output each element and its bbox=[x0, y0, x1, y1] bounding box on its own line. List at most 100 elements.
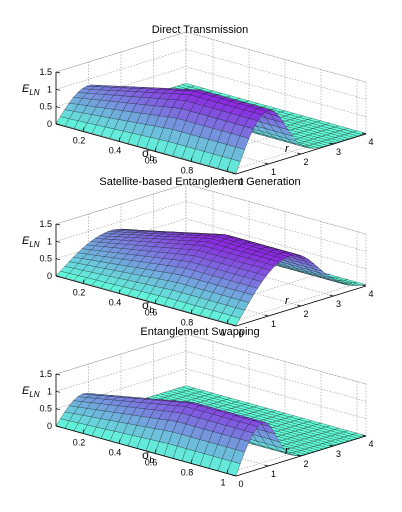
z-gridline bbox=[55, 31, 367, 83]
x-tick bbox=[118, 289, 121, 294]
surface-plot-3: Entanglement Swapping00.511.50.20.40.60.… bbox=[22, 326, 374, 489]
z-gridline bbox=[55, 333, 367, 385]
plot-title: Satellite-based Entanglement Generation bbox=[99, 176, 300, 188]
y-tick bbox=[231, 172, 237, 175]
plot-title: Direct Transmission bbox=[152, 24, 249, 36]
x-tick bbox=[118, 439, 121, 444]
z-gridline bbox=[55, 183, 367, 235]
x-tick-label: 0.2 bbox=[73, 438, 86, 448]
y-axis-label: r bbox=[285, 295, 290, 307]
z-tick-label: 1 bbox=[47, 386, 52, 396]
z-axis-label-sub: LN bbox=[29, 390, 39, 399]
y-tick-label: 0 bbox=[238, 479, 243, 489]
z-tick bbox=[55, 223, 61, 226]
z-tick bbox=[55, 123, 61, 126]
z-tick-label: 0 bbox=[47, 271, 52, 281]
y-tick bbox=[264, 314, 269, 317]
x-axis-line bbox=[55, 275, 237, 327]
y-tick bbox=[231, 474, 237, 477]
y-axis-label: r bbox=[285, 143, 290, 155]
x-tick bbox=[190, 309, 193, 314]
y-tick-label: 1 bbox=[271, 319, 276, 329]
y-tick bbox=[296, 454, 302, 457]
x-axis-label-sub: b bbox=[149, 455, 154, 465]
y-tick bbox=[264, 162, 269, 165]
y-tick bbox=[361, 434, 367, 437]
z-tick-label: 0.5 bbox=[39, 102, 52, 112]
y-tick bbox=[231, 324, 237, 327]
x-tick-label: 0.2 bbox=[73, 288, 86, 298]
z-tick bbox=[55, 88, 61, 91]
x-tick-label: 0.8 bbox=[181, 318, 194, 328]
x-tick bbox=[154, 147, 157, 152]
z-tick bbox=[55, 71, 61, 74]
y-tick-label: 0 bbox=[238, 177, 243, 187]
z-tick bbox=[55, 390, 61, 393]
x-tick bbox=[226, 469, 229, 474]
y-tick-label: 3 bbox=[336, 147, 341, 157]
y-tick-label: 2 bbox=[303, 157, 308, 167]
x-tick-label: 1 bbox=[220, 328, 225, 338]
z-tick-label: 0 bbox=[47, 119, 52, 129]
y-tick-label: 4 bbox=[368, 439, 373, 449]
z-tick-label: 0.5 bbox=[39, 254, 52, 264]
z-tick bbox=[55, 275, 61, 278]
x-tick-label: 1 bbox=[220, 176, 225, 186]
y-tick bbox=[329, 294, 334, 297]
y-axis-label: r bbox=[285, 445, 290, 457]
z-axis-label-sub: LN bbox=[29, 88, 39, 97]
z-tick-label: 1 bbox=[47, 236, 52, 246]
z-tick bbox=[55, 240, 61, 243]
x-tick bbox=[118, 137, 121, 142]
y-tick-label: 2 bbox=[303, 459, 308, 469]
y-tick bbox=[296, 152, 302, 155]
z-axis-label: ELN bbox=[22, 83, 40, 97]
y-tick bbox=[264, 464, 269, 467]
z-axis-label: ELN bbox=[22, 235, 40, 249]
z-tick bbox=[55, 258, 61, 261]
z-axis-label: ELN bbox=[22, 385, 40, 399]
z-tick bbox=[55, 106, 61, 109]
x-tick-label: 0.4 bbox=[109, 448, 122, 458]
x-tick bbox=[154, 449, 157, 454]
x-tick bbox=[226, 319, 229, 324]
z-gridline bbox=[55, 200, 367, 252]
y-tick bbox=[361, 284, 367, 287]
z-tick-label: 0 bbox=[47, 421, 52, 431]
z-tick bbox=[55, 373, 61, 376]
z-gridline bbox=[55, 48, 367, 100]
y-tick-label: 3 bbox=[336, 299, 341, 309]
x-tick-label: 0.6 bbox=[145, 458, 158, 468]
y-tick-label: 1 bbox=[271, 167, 276, 177]
z-tick-label: 1.5 bbox=[39, 369, 52, 379]
y-tick-label: 4 bbox=[368, 137, 373, 147]
surface-plot-2: Satellite-based Entanglement Generation0… bbox=[22, 176, 374, 339]
x-tick-label: 0.6 bbox=[145, 156, 158, 166]
x-axis-line bbox=[55, 425, 237, 477]
x-tick-label: 0.8 bbox=[181, 468, 194, 478]
x-tick bbox=[154, 299, 157, 304]
z-tick-label: 1.5 bbox=[39, 67, 52, 77]
y-tick bbox=[361, 132, 367, 135]
x-tick bbox=[190, 459, 193, 464]
y-tick-label: 2 bbox=[303, 309, 308, 319]
x-tick bbox=[82, 429, 85, 434]
y-tick-label: 4 bbox=[368, 289, 373, 299]
x-tick bbox=[82, 279, 85, 284]
z-tick-label: 1 bbox=[47, 84, 52, 94]
x-axis-line bbox=[55, 123, 237, 175]
y-tick bbox=[296, 304, 302, 307]
y-tick bbox=[329, 142, 334, 145]
x-tick bbox=[82, 127, 85, 132]
x-axis-label-sub: b bbox=[149, 153, 154, 163]
x-tick-label: 0.4 bbox=[109, 146, 122, 156]
x-tick-label: 0.8 bbox=[181, 166, 194, 176]
x-tick bbox=[190, 157, 193, 162]
surface-plot-1: Direct Transmission 0 0.5 1 1.5 0.2 0.4 0.6 0.8 1… bbox=[22, 24, 374, 187]
x-tick-label: 0.6 bbox=[145, 308, 158, 318]
z-tick-label: 1.5 bbox=[39, 219, 52, 229]
x-tick-label: 1 bbox=[220, 478, 225, 488]
x-axis-label-sub: b bbox=[149, 305, 154, 315]
surface-patch bbox=[226, 158, 241, 174]
